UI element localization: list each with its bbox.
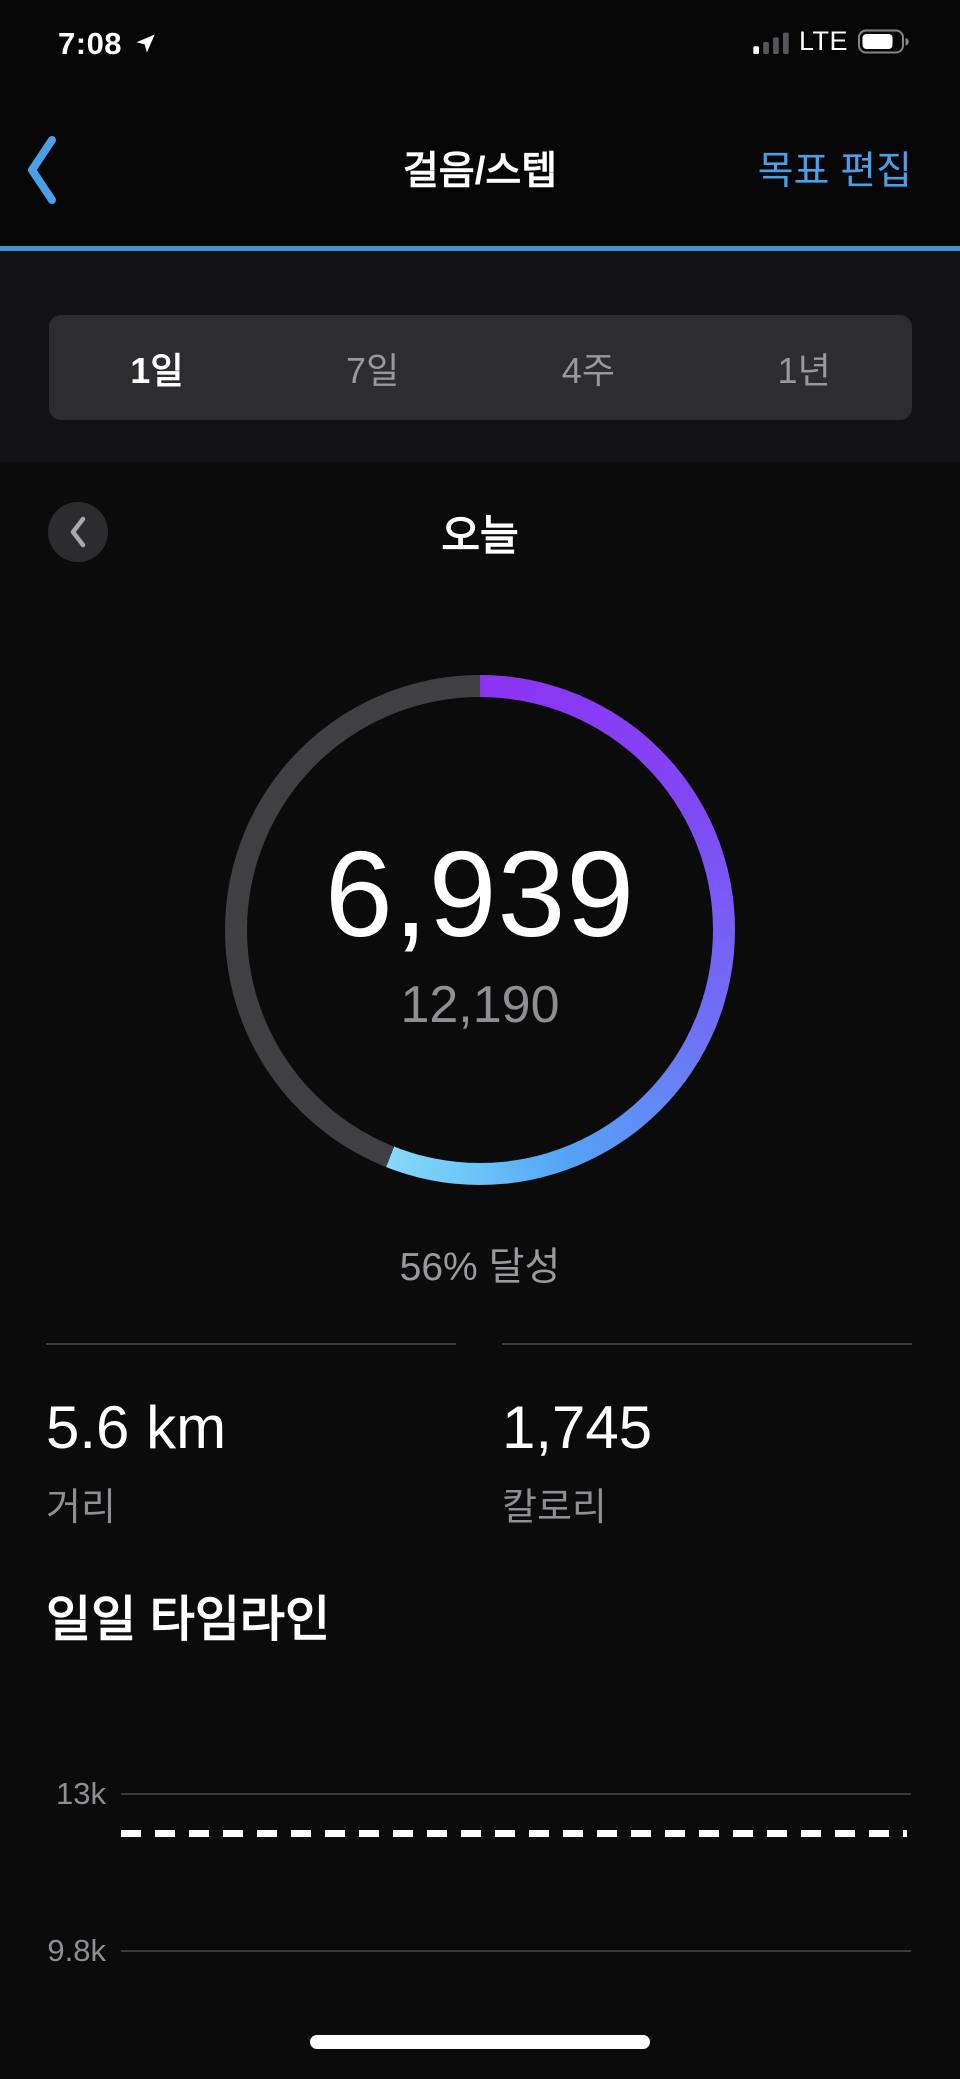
header: 7:08 LTE [0, 0, 960, 251]
page-title: 걸음/스텝 [402, 150, 558, 193]
nav-divider [0, 246, 960, 251]
steps-progress-ring: 6,939 12,190 [225, 675, 735, 1185]
tab-1day[interactable]: 1일 [130, 349, 184, 391]
tab-7day[interactable]: 7일 [346, 349, 400, 391]
goal-steps-value: 12,190 [400, 976, 560, 1034]
back-button[interactable] [22, 132, 78, 208]
calories-stat: 1,745 칼로리 [502, 1343, 912, 1531]
chevron-left-icon [68, 515, 88, 549]
current-steps-value: 6,939 [324, 826, 636, 962]
distance-value: 5.6 km [46, 1394, 227, 1461]
y-axis-tick-13k: 13k [56, 1776, 106, 1811]
chevron-left-icon [22, 132, 60, 208]
battery-icon [858, 29, 910, 54]
y-axis-tick-9-8k: 9.8k [47, 1933, 106, 1968]
date-label: 오늘 [441, 511, 519, 559]
edit-goal-button[interactable]: 목표 편집 [757, 150, 912, 193]
calories-label: 칼로리 [502, 1487, 607, 1529]
tab-1year[interactable]: 1년 [777, 349, 831, 391]
calories-value: 1,745 [502, 1394, 653, 1461]
distance-label: 거리 [46, 1487, 116, 1529]
status-time: 7:08 [58, 26, 123, 61]
gridline-9-8k [121, 1950, 911, 1952]
location-arrow-icon [132, 31, 158, 57]
timeline-section-title: 일일 타임라인 [46, 1593, 331, 1647]
previous-day-button[interactable] [48, 502, 108, 562]
cellular-signal-icon [753, 29, 789, 54]
distance-stat: 5.6 km 거리 [46, 1343, 456, 1531]
status-bar: 7:08 LTE [0, 18, 960, 70]
goal-dashed-line [121, 1830, 907, 1837]
date-nav-row: 오늘 [0, 462, 960, 602]
tab-4week[interactable]: 4주 [561, 349, 615, 391]
gridline-13k [121, 1793, 911, 1795]
nav-bar: 걸음/스텝 목표 편집 [0, 90, 960, 246]
range-selector-band: 1일 7일 4주 1년 [0, 251, 960, 462]
ring-hole [247, 697, 713, 1163]
percent-achieved-caption: 56% 달성 [399, 1246, 561, 1289]
home-indicator[interactable] [310, 2035, 650, 2049]
time-range-segmented-control: 1일 7일 4주 1년 [49, 315, 912, 420]
network-type-label: LTE [798, 26, 848, 56]
